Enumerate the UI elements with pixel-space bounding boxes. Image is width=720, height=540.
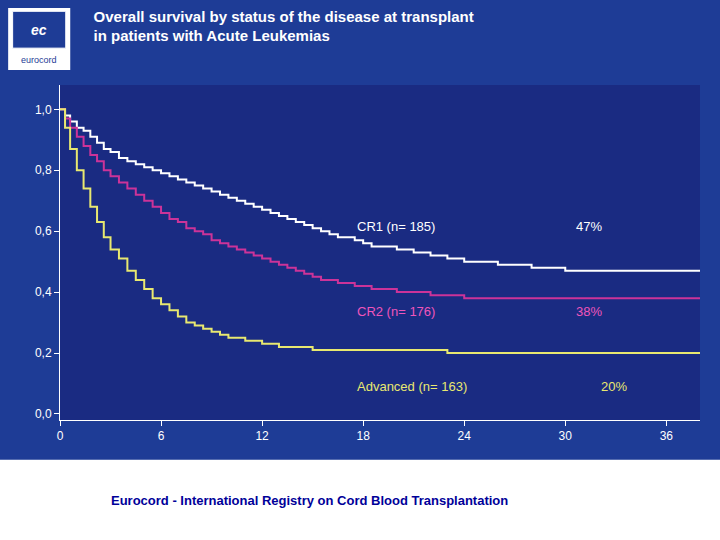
- svg-text:36: 36: [660, 429, 674, 443]
- svg-text:20%: 20%: [601, 379, 627, 394]
- svg-text:30: 30: [559, 429, 573, 443]
- svg-text:24: 24: [458, 429, 472, 443]
- svg-text:CR2 (n= 176): CR2 (n= 176): [357, 304, 435, 319]
- svg-text:47%: 47%: [576, 219, 602, 234]
- svg-text:Overall survival by status of: Overall survival by status of the diseas…: [94, 8, 474, 45]
- svg-text:0,2: 0,2: [35, 346, 52, 360]
- svg-text:CR1 (n= 185): CR1 (n= 185): [357, 219, 435, 234]
- svg-text:12: 12: [255, 429, 269, 443]
- svg-text:eurocord: eurocord: [21, 55, 57, 65]
- svg-text:0,4: 0,4: [35, 285, 52, 299]
- svg-text:0,8: 0,8: [35, 163, 52, 177]
- svg-text:0,0: 0,0: [35, 407, 52, 421]
- svg-text:0: 0: [57, 429, 64, 443]
- svg-text:38%: 38%: [576, 304, 602, 319]
- svg-text:18: 18: [356, 429, 370, 443]
- svg-text:0,6: 0,6: [35, 224, 52, 238]
- svg-text:6: 6: [158, 429, 165, 443]
- svg-text:ec: ec: [31, 22, 47, 38]
- svg-text:Advanced (n= 163): Advanced (n= 163): [357, 379, 467, 394]
- svg-text:1,0: 1,0: [35, 103, 52, 117]
- svg-text:Eurocord - International Regis: Eurocord - International Registry on Cor…: [111, 493, 508, 508]
